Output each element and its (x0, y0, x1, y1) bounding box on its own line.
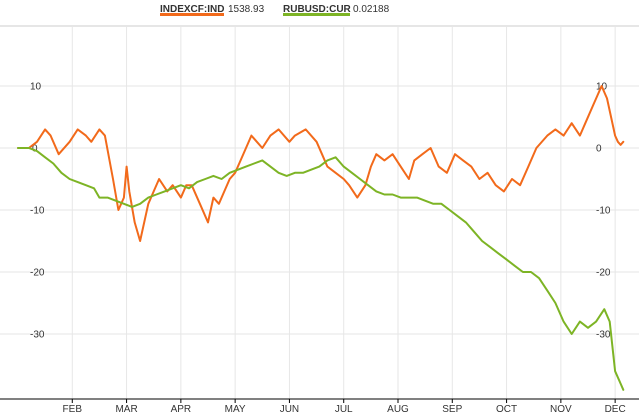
x-tick-feb: FEB (63, 404, 83, 415)
x-tick-dec: DEC (605, 404, 626, 415)
x-tick-mar: MAR (115, 404, 137, 415)
series-layer (17, 85, 625, 391)
x-tick-jun: JUN (280, 404, 299, 415)
x-tick-oct: OCT (496, 404, 517, 415)
legend-swatch-indexcf (160, 13, 224, 16)
x-tick-may: MAY (225, 404, 246, 415)
x-tick-aug: AUG (387, 404, 409, 415)
y-tick-right--20: -20 (596, 268, 611, 279)
y-tick-right--30: -30 (596, 330, 611, 341)
legend-label-rubusd: RUBUSD:CUR (283, 4, 352, 15)
y-tick-right-0: 0 (596, 144, 602, 155)
legend-value-indexcf: 1538.93 (228, 4, 265, 15)
grid (0, 26, 639, 399)
y-tick-left-10: 10 (30, 82, 42, 93)
y-tick-left--20: -20 (30, 268, 45, 279)
x-tick-nov: NOV (550, 404, 572, 415)
y-tick-left--30: -30 (30, 330, 45, 341)
y-tick-left--10: -10 (30, 206, 45, 217)
x-tick-sep: SEP (442, 404, 462, 415)
legend-value-rubusd: 0.02188 (353, 4, 390, 15)
legend: INDEXCF:IND 1538.93 RUBUSD:CUR 0.02188 (160, 4, 390, 16)
y-axis-right: 100-10-20-30 (596, 82, 611, 341)
legend-swatch-rubusd (283, 13, 350, 16)
series-line-indexcf (17, 85, 625, 242)
x-tick-apr: APR (171, 404, 192, 415)
x-axis-labels: FEB MAR APR MAY JUN JUL AUG SEP OCT NOV DEC (63, 399, 626, 415)
y-tick-right--10: -10 (596, 206, 611, 217)
series-line-rubusd (17, 147, 625, 391)
y-tick-left-0: 0 (32, 144, 38, 155)
legend-label-indexcf: INDEXCF:IND (160, 4, 224, 15)
y-axis-left: 10 0 -10 -20 -30 (30, 82, 45, 341)
x-tick-jul: JUL (335, 404, 353, 415)
